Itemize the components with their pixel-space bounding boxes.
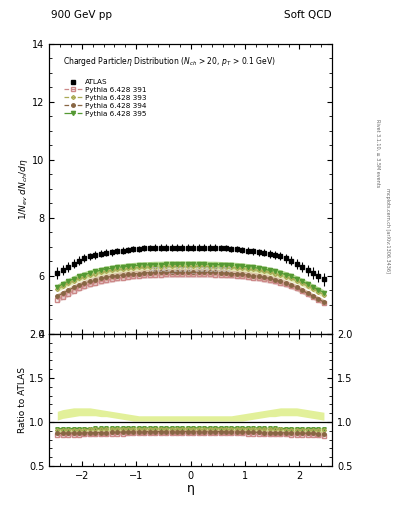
Text: mcplots.cern.ch [arXiv:1306.3436]: mcplots.cern.ch [arXiv:1306.3436]	[385, 188, 389, 273]
Text: ATLAS_2010_S8918562: ATLAS_2010_S8918562	[149, 267, 232, 273]
Y-axis label: $1/N_{ev}\;dN_{ch}/d\eta$: $1/N_{ev}\;dN_{ch}/d\eta$	[18, 158, 31, 220]
X-axis label: η: η	[187, 482, 195, 495]
Text: Rivet 3.1.10, ≥ 3.5M events: Rivet 3.1.10, ≥ 3.5M events	[375, 119, 380, 188]
Legend: ATLAS, Pythia 6.428 391, Pythia 6.428 393, Pythia 6.428 394, Pythia 6.428 395: ATLAS, Pythia 6.428 391, Pythia 6.428 39…	[61, 76, 149, 119]
Text: 900 GeV pp: 900 GeV pp	[51, 10, 112, 20]
Text: Charged Particle$\eta$ Distribution ($N_{ch}$ > 20, $p_{T}$ > 0.1 GeV): Charged Particle$\eta$ Distribution ($N_…	[63, 55, 276, 68]
Text: Soft QCD: Soft QCD	[285, 10, 332, 20]
Y-axis label: Ratio to ATLAS: Ratio to ATLAS	[18, 367, 28, 433]
